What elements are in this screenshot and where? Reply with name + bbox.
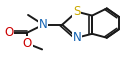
Text: O: O (4, 26, 13, 39)
Text: N: N (39, 18, 48, 31)
Text: O: O (23, 37, 32, 50)
Text: N: N (72, 31, 81, 44)
Text: S: S (73, 5, 81, 18)
